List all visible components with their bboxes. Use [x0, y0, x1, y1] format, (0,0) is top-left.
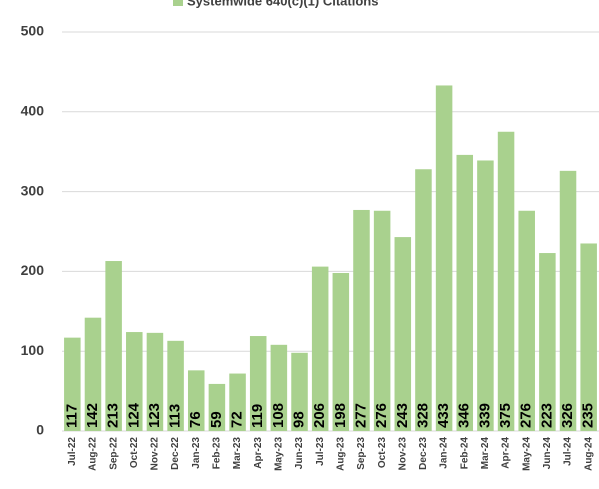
value-label: 117: [63, 404, 80, 428]
x-tick-label: Jan-23: [191, 437, 202, 469]
value-label: 142: [84, 403, 101, 428]
bar: [64, 337, 81, 431]
bar: [187, 370, 205, 431]
legend-swatch: [173, 0, 183, 6]
x-tick-label: Apr-24: [501, 437, 512, 469]
x-tick-label: Nov-23: [397, 437, 408, 471]
bar: [105, 261, 122, 431]
bar: [84, 317, 102, 431]
value-label: 72: [229, 411, 246, 428]
bar: [559, 170, 577, 432]
bar: [580, 243, 597, 431]
value-label: 277: [352, 403, 369, 428]
value-label: 213: [105, 403, 122, 428]
bar: [249, 336, 267, 431]
x-tick-label: Aug-23: [335, 437, 346, 471]
x-tick-label: Feb-24: [459, 437, 470, 470]
value-label: 113: [167, 404, 184, 428]
bar: [167, 340, 184, 431]
value-label: 276: [518, 403, 535, 428]
value-label: 433: [435, 403, 452, 428]
x-tick-label: Mar-23: [232, 437, 243, 470]
value-label: 98: [290, 411, 307, 428]
bar: [497, 131, 515, 431]
bar: [332, 272, 350, 431]
x-tick-label: Jul-24: [563, 437, 574, 466]
value-label: 108: [270, 403, 287, 428]
value-label: 198: [332, 403, 349, 428]
y-tick-label: 100: [21, 342, 45, 358]
value-label: 223: [538, 403, 555, 428]
y-tick-label: 300: [21, 182, 45, 198]
value-label: 328: [414, 403, 431, 428]
x-tick-label: May-23: [274, 437, 285, 471]
bar: [477, 160, 494, 431]
x-tick-label: Sep-22: [108, 437, 119, 470]
value-label: 339: [476, 403, 493, 428]
value-label: 124: [125, 402, 142, 428]
x-tick-label: Apr-23: [253, 437, 264, 469]
legend-label: Systemwide 640(c)(1) Citations: [187, 0, 378, 8]
bar: [270, 344, 288, 431]
bar: [311, 266, 329, 431]
bar: [518, 210, 535, 431]
x-tick-label: Dec-23: [418, 437, 429, 470]
value-label: 119: [249, 404, 266, 428]
bar: [208, 383, 226, 431]
bar: [291, 352, 308, 431]
value-label: 243: [394, 403, 411, 428]
x-tick-label: Nov-22: [150, 437, 161, 471]
bar: [539, 253, 556, 431]
value-label: 346: [456, 403, 473, 428]
x-tick-label: Jan-24: [439, 437, 450, 469]
value-label: 206: [311, 403, 328, 428]
bar: [435, 85, 453, 431]
x-tick-label: Jul-23: [315, 437, 326, 466]
value-label: 235: [580, 403, 597, 428]
bar: [415, 169, 432, 432]
bar: [126, 332, 143, 431]
x-tick-label: Aug-22: [88, 437, 99, 471]
bar: [229, 373, 246, 431]
value-label: 276: [373, 403, 390, 428]
y-tick-label: 500: [21, 23, 45, 39]
x-tick-label: Feb-23: [212, 437, 223, 470]
x-tick-label: Oct-22: [129, 437, 140, 469]
x-tick-label: Aug-24: [583, 437, 594, 471]
value-label: 375: [497, 403, 514, 428]
x-tick-label: Mar-24: [480, 437, 491, 470]
bar: [146, 332, 164, 431]
bar: [353, 209, 370, 431]
y-tick-label: 400: [21, 103, 45, 119]
y-tick-label: 200: [21, 262, 45, 278]
value-label: 326: [559, 403, 576, 428]
bar: [456, 154, 474, 431]
value-label: 76: [187, 411, 204, 428]
x-tick-label: Jul-22: [67, 437, 78, 466]
x-tick-label: Oct-23: [377, 437, 388, 469]
x-tick-label: Dec-22: [170, 437, 181, 470]
x-tick-label: May-24: [521, 437, 532, 471]
x-tick-label: Sep-23: [356, 437, 367, 470]
value-label: 123: [146, 403, 163, 428]
x-tick-label: Jun-23: [294, 437, 305, 470]
value-label: 59: [208, 411, 225, 428]
bar: [373, 210, 391, 431]
x-tick-label: Jun-24: [542, 437, 553, 470]
bar: [394, 237, 412, 431]
y-tick-label: 0: [36, 422, 44, 438]
